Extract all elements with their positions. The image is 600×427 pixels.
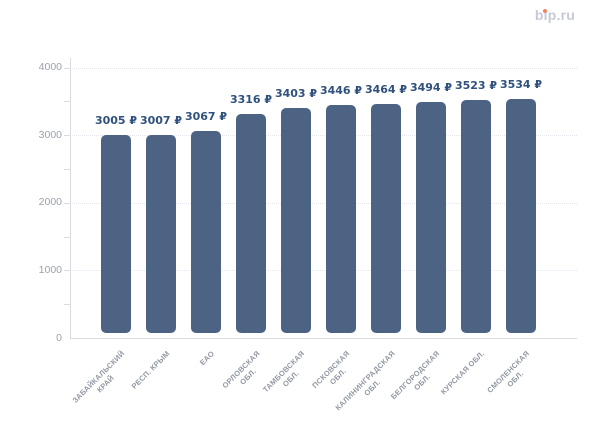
x-axis-label: ЕАО [198, 349, 217, 368]
y-axis-tick [64, 168, 70, 170]
x-axis-label: ЗАБАЙКАЛЬСКИЙ КРАЙ [71, 349, 134, 412]
y-axis-label: 3000 [38, 128, 62, 141]
x-axis-label: ТАМБОВСКАЯ ОБЛ. [261, 349, 313, 401]
bar-value-label: 3494 ₽ [409, 80, 453, 94]
bar[interactable] [146, 134, 176, 333]
bar[interactable] [506, 99, 536, 333]
bar[interactable] [371, 103, 401, 333]
y-axis-tick [64, 236, 70, 238]
x-axis-label-line: РЕСП. КРЫМ [129, 349, 172, 391]
y-axis-tick [64, 67, 70, 69]
x-axis-label: КУРСКАЯ ОБЛ. [439, 349, 487, 397]
y-axis-label: 1000 [38, 263, 62, 276]
y-axis-tick [64, 135, 70, 137]
bar[interactable] [281, 107, 311, 333]
y-axis-line [70, 58, 71, 338]
x-axis-label: РЕСП. КРЫМ [130, 349, 172, 391]
bar-value-label: 3067 ₽ [184, 109, 228, 123]
gridline [70, 135, 577, 137]
bar[interactable] [236, 113, 266, 333]
site-logo: bip.ru [535, 8, 575, 22]
bar-value-label: 3403 ₽ [274, 86, 318, 100]
bar[interactable] [416, 101, 446, 333]
bar-value-label: 3464 ₽ [364, 82, 408, 96]
gridline [70, 270, 577, 272]
x-axis-label-line: ЕАО [198, 349, 217, 368]
bar-value-label: 3316 ₽ [229, 92, 273, 106]
x-axis-label-line: КУРСКАЯ ОБЛ. [439, 349, 487, 397]
y-axis-tick [64, 270, 70, 272]
bar[interactable] [191, 130, 221, 333]
bar-value-label: 3446 ₽ [319, 83, 363, 97]
bar[interactable] [326, 104, 356, 333]
bar[interactable] [461, 99, 491, 333]
y-axis-label: 4000 [38, 61, 62, 73]
gridline [70, 67, 577, 69]
y-axis-tick [64, 101, 70, 103]
bar-value-label: 3005 ₽ [94, 113, 138, 127]
x-axis-label: ОРЛОВСКАЯ ОБЛ. [220, 349, 268, 397]
bar[interactable] [101, 134, 131, 333]
y-axis-label: 0 [56, 331, 62, 344]
bar-value-label: 3007 ₽ [139, 113, 183, 127]
bar-value-label: 3534 ₽ [499, 78, 543, 91]
y-axis-tick [64, 304, 70, 306]
x-axis-line [70, 338, 577, 339]
y-axis-tick [64, 202, 70, 204]
bar-value-label: 3523 ₽ [454, 78, 498, 92]
logo-i-dot-accent [543, 9, 547, 13]
gridline [70, 202, 577, 204]
y-axis-label: 2000 [38, 196, 62, 209]
x-axis-label: СМОЛЕНСКАЯ ОБЛ. [486, 349, 539, 402]
